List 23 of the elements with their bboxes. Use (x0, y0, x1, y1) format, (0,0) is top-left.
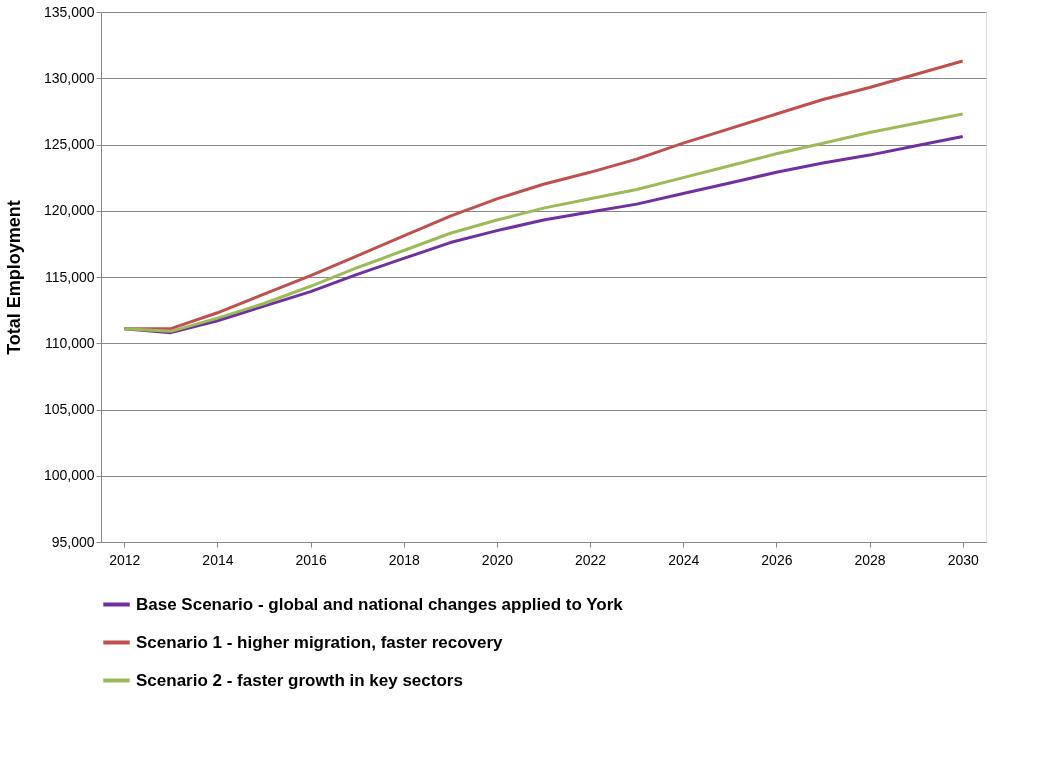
x-tick-label: 2016 (295, 551, 327, 568)
x-tick-label: 2024 (668, 551, 700, 568)
legend-label: Base Scenario - global and national changes applied to York (136, 594, 624, 614)
x-tick-label: 2022 (575, 551, 607, 568)
y-tick-label: 135,000 (43, 3, 95, 20)
y-tick-label: 105,000 (43, 401, 95, 417)
legend-label: Scenario 2 - faster growth in key sectors (136, 670, 463, 690)
y-tick-label: 115,000 (44, 268, 95, 285)
x-tick-label: 2012 (109, 551, 141, 568)
x-tick-label: 2026 (761, 551, 793, 568)
x-tick-label: 2020 (481, 551, 514, 568)
y-tick-label: 130,000 (43, 69, 95, 86)
x-tick-label: 2028 (854, 551, 886, 568)
y-tick-label: 120,000 (43, 202, 95, 219)
x-tick-label: 2018 (388, 551, 421, 568)
y-tick-label: 125,000 (43, 136, 95, 152)
x-tick-label: 2014 (202, 551, 234, 568)
y-tick-label: 95,000 (51, 533, 95, 550)
y-axis-title: Total Employment (3, 200, 24, 355)
y-tick-label: 110,000 (44, 334, 95, 351)
y-tick-label: 100,000 (43, 467, 95, 484)
legend-label: Scenario 1 - higher migration, faster recovery (136, 632, 504, 652)
x-tick-label: 2030 (947, 551, 979, 568)
